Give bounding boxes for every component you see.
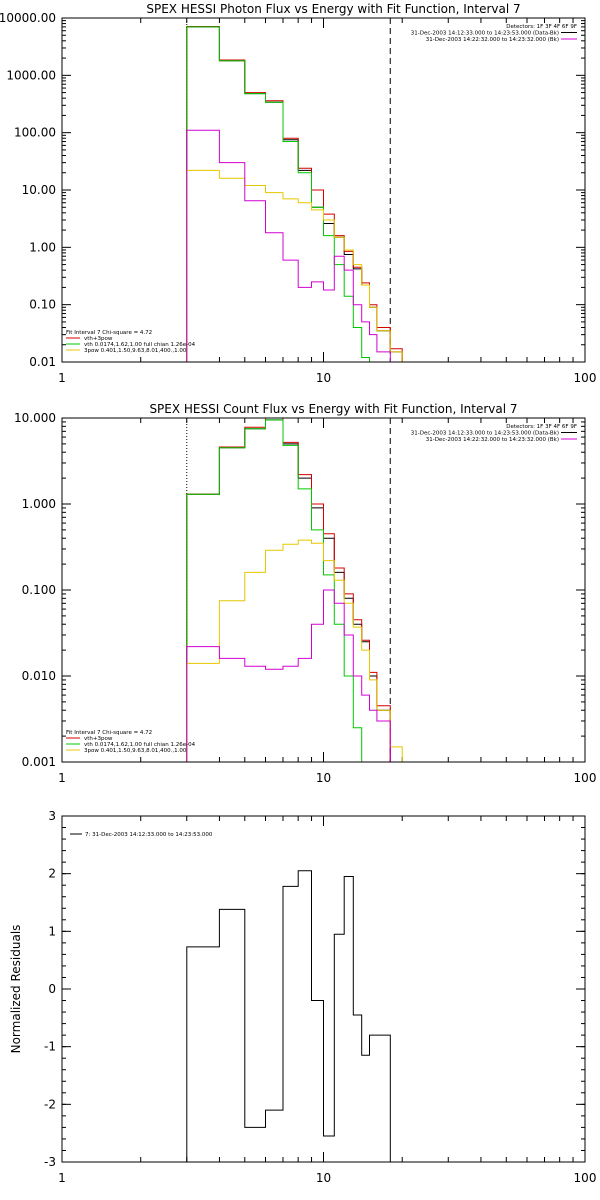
x-tick-label: 10 bbox=[316, 1171, 331, 1185]
series-line-5 bbox=[186, 589, 391, 762]
legend-entry: 31-Dec-2003 14:12:33.000 to 14:23:53.000… bbox=[411, 431, 559, 437]
series-line-2 bbox=[186, 26, 403, 362]
y-tick-label: -1 bbox=[44, 1040, 56, 1054]
x-tick-label: 100 bbox=[574, 1171, 597, 1185]
chart-title: SPEX HESSI Photon Flux vs Energy with Fi… bbox=[146, 2, 520, 16]
legend-entry: 3pow 0.401,1.50,9.63,8.01,400.,1.00 bbox=[84, 348, 187, 354]
chart-panel-2: SPEX HESSI Count Flux vs Energy with Fit… bbox=[14, 402, 597, 785]
legend-entry: vth 0.0174,1.62,1.00 full chian 1.26e-04 bbox=[84, 742, 196, 748]
series-line-1 bbox=[186, 419, 391, 762]
series-line-2 bbox=[186, 418, 391, 762]
legend-entry: 3pow 0.401,1.50,9.63,8.01,400.,1.00 bbox=[84, 748, 187, 754]
y-tick-label: 10000.00 bbox=[0, 11, 56, 25]
y-tick-label: 1 bbox=[48, 924, 56, 938]
series-group bbox=[186, 26, 403, 362]
x-tick-label: 10 bbox=[316, 771, 331, 785]
x-tick-label: 100 bbox=[574, 371, 597, 385]
series-line-5 bbox=[186, 129, 391, 362]
series-group bbox=[186, 870, 391, 1162]
x-tick-label: 100 bbox=[574, 771, 597, 785]
y-tick-label: 0.10 bbox=[29, 298, 56, 312]
x-tick-label: 1 bbox=[58, 1171, 66, 1185]
y-tick-label: 3 bbox=[48, 809, 56, 823]
series-line-4 bbox=[186, 169, 403, 362]
y-tick-label: 100.00 bbox=[14, 126, 56, 140]
chart-panel-1: SPEX HESSI Photon Flux vs Energy with Fi… bbox=[0, 2, 596, 385]
x-tick-label: 10 bbox=[316, 371, 331, 385]
plot-frame bbox=[61, 17, 586, 363]
legend-entry: Detectors: 1F 3F 4F 6F 9F bbox=[506, 424, 577, 430]
y-tick-label: 1000.00 bbox=[6, 68, 56, 82]
legend-entry: Detectors: 1F 3F 4F 6F 9F bbox=[506, 24, 577, 30]
series-line-4 bbox=[186, 539, 403, 762]
y-tick-label: -3 bbox=[44, 1155, 56, 1169]
series-group bbox=[186, 418, 403, 762]
series-line-3 bbox=[186, 26, 370, 362]
y-axis-label: Normalized Residuals bbox=[9, 925, 23, 1054]
legend-entry: 31-Dec-2003 14:22:32.000 to 14:23:32.000… bbox=[426, 437, 559, 443]
y-tick-label: 10.000 bbox=[14, 411, 56, 425]
chart-title: SPEX HESSI Count Flux vs Energy with Fit… bbox=[149, 402, 517, 416]
legend-entry: 31-Dec-2003 14:12:33.000 to 14:23:53.000… bbox=[411, 31, 559, 37]
legend-entry: 7: 31-Dec-2003 14:12:33.000 to 14:23:53.… bbox=[85, 832, 213, 838]
y-tick-label: 0.001 bbox=[22, 755, 56, 769]
series-line-1 bbox=[186, 870, 391, 1162]
x-tick-label: 1 bbox=[58, 771, 66, 785]
y-tick-label: 0.100 bbox=[22, 583, 56, 597]
series-line-3 bbox=[186, 419, 370, 762]
legend-entry: vth+3pow bbox=[84, 736, 113, 742]
y-tick-label: 1.00 bbox=[29, 240, 56, 254]
y-tick-label: 10.00 bbox=[22, 183, 56, 197]
y-tick-label: -2 bbox=[44, 1097, 56, 1111]
y-tick-label: 0.010 bbox=[22, 669, 56, 683]
y-tick-label: 0 bbox=[48, 982, 56, 996]
y-tick-label: 2 bbox=[48, 867, 56, 881]
x-tick-label: 1 bbox=[58, 371, 66, 385]
legend-entry: Fit Interval 7 Chi-square = 4.72 bbox=[66, 730, 152, 736]
y-tick-label: 1.000 bbox=[22, 497, 56, 511]
legend-entry: vth 0.0174,1.62,1.00 full chian 1.26e-04 bbox=[84, 342, 196, 348]
legend-entry: 31-Dec-2003 14:22:32.000 to 14:23:32.000… bbox=[426, 37, 559, 43]
plot-frame bbox=[61, 815, 586, 1163]
legend-entry: Fit Interval 7 Chi-square = 4.72 bbox=[66, 330, 152, 336]
legend-entry: vth+3pow bbox=[84, 336, 113, 342]
y-tick-label: 0.01 bbox=[29, 355, 56, 369]
plot-frame bbox=[61, 417, 586, 763]
